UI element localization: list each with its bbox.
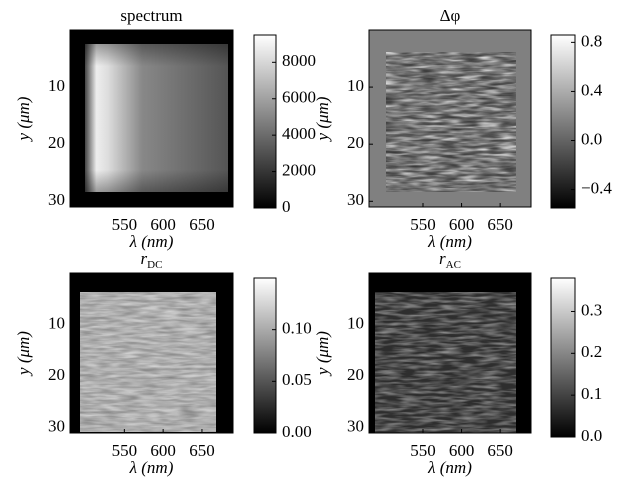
colorbar-tick-label: 0.05 — [282, 370, 312, 389]
image-frame — [69, 272, 234, 434]
y-tick-label: 30 — [347, 417, 364, 436]
image-noise — [386, 52, 516, 192]
y-axis-label: y (μm) — [14, 96, 33, 142]
y-tick-label: 30 — [347, 190, 364, 209]
image-frame — [368, 272, 532, 434]
image-frame — [69, 29, 234, 208]
x-tick-label: 650 — [487, 215, 513, 234]
y-axis-label: y (μm) — [313, 331, 332, 377]
x-tick-label: 650 — [487, 441, 513, 460]
title-text: spectrum — [120, 6, 182, 25]
colorbar-tick-label: 0.3 — [581, 300, 602, 319]
colorbar-tick-label: 0.8 — [581, 31, 602, 50]
x-tick-label: 550 — [410, 441, 436, 460]
y-tick-label: 20 — [347, 365, 364, 384]
y-tick-label: 30 — [48, 190, 65, 209]
colorbar-tick-label: 0.4 — [581, 80, 603, 99]
y-tick-label: 10 — [48, 76, 65, 95]
y-tick-label: 10 — [347, 314, 364, 333]
colorbar — [551, 35, 575, 208]
y-tick-label: 10 — [347, 76, 364, 95]
colorbar — [254, 278, 276, 433]
colorbar-frame — [253, 34, 277, 209]
image-frame — [368, 29, 532, 208]
x-tick-label: 600 — [449, 441, 475, 460]
title-text: r — [141, 249, 148, 268]
colorbar-tick-label: 6000 — [282, 88, 316, 107]
image-noise — [375, 292, 516, 433]
colorbar-tick-label: 0.10 — [282, 319, 312, 338]
panel-title: rDC — [141, 249, 163, 271]
x-axis-label: λ (nm) — [129, 458, 174, 477]
y-tick-label: 30 — [48, 417, 65, 436]
x-axis-label: λ (nm) — [427, 458, 472, 477]
y-tick-label: 10 — [48, 314, 65, 333]
colorbar-tick-label: 2000 — [282, 160, 316, 179]
panel-title: spectrum — [120, 6, 182, 25]
colorbar-tick-label: 4000 — [282, 124, 316, 143]
colorbar-frame — [550, 277, 576, 438]
y-tick-label: 20 — [48, 133, 65, 152]
panel-title: Δφ — [440, 6, 461, 25]
x-tick-label: 600 — [150, 441, 176, 460]
colorbar-tick-label: 0.2 — [581, 342, 602, 361]
image-shade — [85, 44, 228, 192]
title-text: r — [439, 249, 446, 268]
x-tick-label: 650 — [189, 215, 215, 234]
y-axis-label: y (μm) — [14, 331, 33, 377]
colorbar-tick-label: 0.0 — [581, 426, 602, 445]
x-tick-label: 650 — [189, 441, 215, 460]
colorbar-tick-label: 0 — [282, 197, 291, 216]
title-subscript: DC — [147, 259, 162, 271]
colorbar-tick-label: 8000 — [282, 51, 316, 70]
y-axis-label: y (μm) — [313, 96, 332, 142]
colorbar-tick-label: 0.00 — [282, 422, 312, 441]
colorbar — [254, 35, 276, 208]
image-noise — [80, 292, 216, 432]
title-text: Δφ — [440, 6, 461, 25]
y-tick-label: 20 — [48, 365, 65, 384]
x-axis-label: λ (nm) — [427, 232, 472, 251]
x-tick-label: 550 — [410, 215, 436, 234]
x-axis-label: λ (nm) — [129, 232, 174, 251]
x-tick-label: 550 — [112, 215, 138, 234]
x-tick-label: 600 — [449, 215, 475, 234]
colorbar-tick-label: −0.4 — [581, 179, 612, 198]
colorbar-frame — [253, 277, 277, 434]
y-tick-label: 20 — [347, 133, 364, 152]
colorbar-tick-label: 0.0 — [581, 129, 602, 148]
x-tick-label: 550 — [112, 441, 138, 460]
title-subscript: AC — [446, 259, 461, 271]
colorbar-frame — [550, 34, 576, 209]
colorbar-tick-label: 0.1 — [581, 384, 602, 403]
x-tick-label: 600 — [150, 215, 176, 234]
panel-title: rAC — [439, 249, 461, 271]
colorbar — [551, 278, 575, 437]
